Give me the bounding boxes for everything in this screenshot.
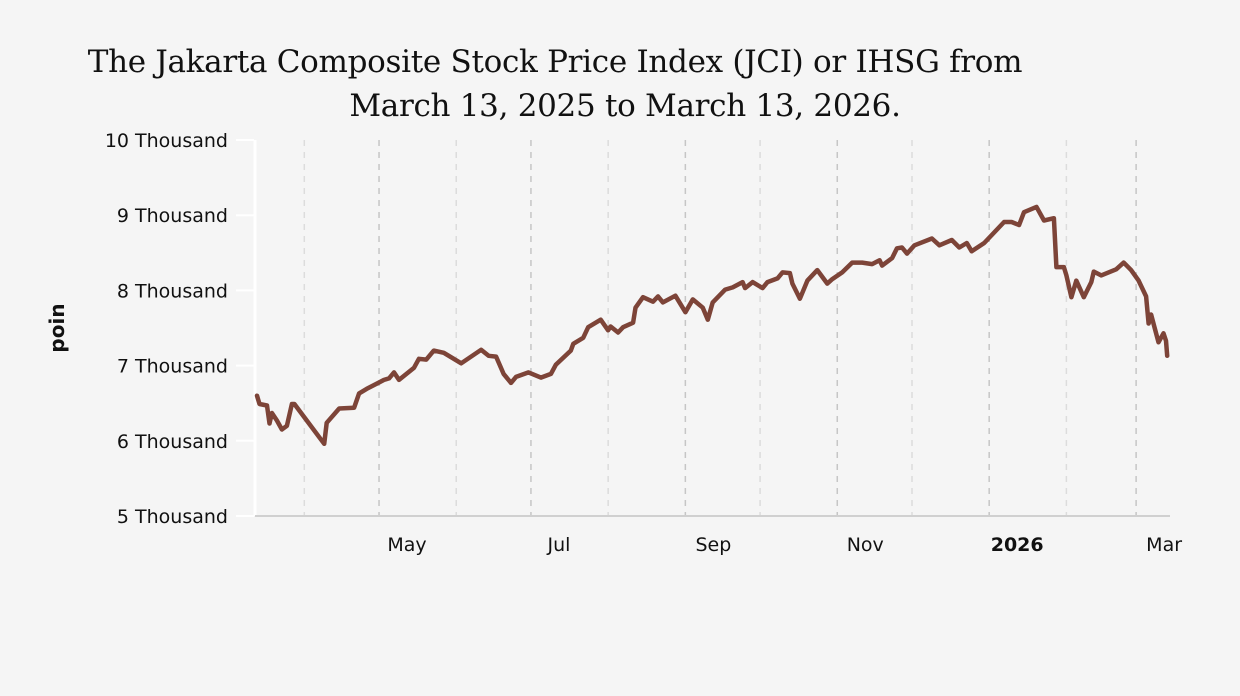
x-tick-label: Jul [546,534,570,556]
y-tick-label: 7 Thousand [117,356,228,378]
grid [303,140,1137,516]
chart-title-line-2: March 13, 2025 to March 13, 2026. [349,88,901,124]
x-tick-label: Nov [847,534,884,556]
x-tick-label: 2026 [991,534,1044,556]
x-tick-label: Mar [1146,534,1182,556]
y-tick-label: 8 Thousand [117,280,228,302]
x-tick-label: Sep [695,534,731,556]
series [254,204,1170,447]
x-tick-label: May [387,534,426,556]
chart-title-line-1: The Jakarta Composite Stock Price Index … [87,44,1023,80]
y-tick-label: 6 Thousand [117,431,228,453]
y-tick-label: 5 Thousand [117,506,228,528]
y-axis-title: poin [45,303,69,352]
y-tick-label: 10 Thousand [105,130,228,152]
axes: May Jul Sep Nov 2026 Mar 10 Thousand 9 Thousand… [105,130,1182,556]
y-tick-label: 9 Thousand [117,205,228,227]
series-line-ihsg [254,204,1170,447]
chart-title: The Jakarta Composite Stock Price Index … [0,40,1110,128]
